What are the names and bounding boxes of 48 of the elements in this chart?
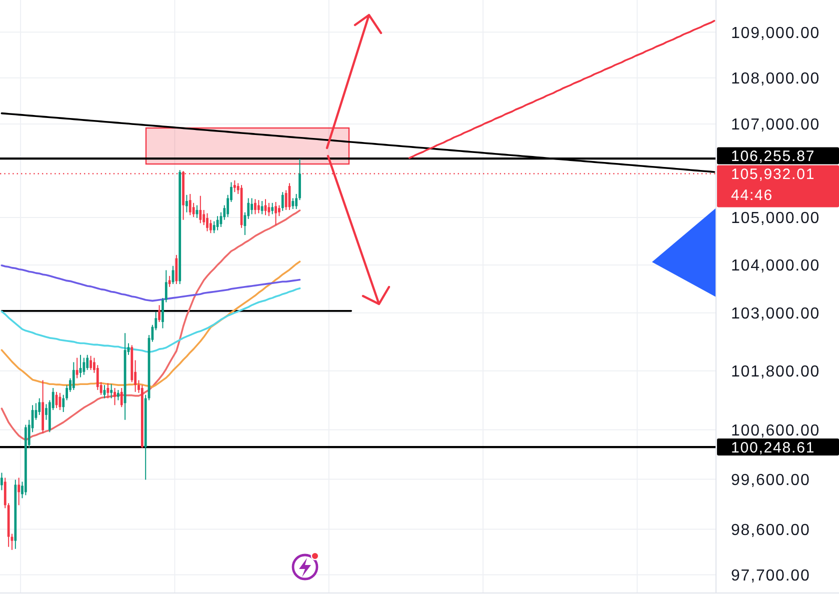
candlestick bbox=[82, 357, 86, 376]
ref-line-label: 106,255.87 bbox=[731, 148, 816, 165]
candlestick bbox=[260, 200, 264, 215]
y-tick-label: 107,000.00 bbox=[731, 116, 820, 134]
candlestick bbox=[254, 198, 256, 215]
candlestick bbox=[188, 193, 192, 216]
candlestick bbox=[168, 275, 171, 288]
y-tick-label: 98,600.00 bbox=[731, 522, 810, 539]
line-series bbox=[0, 287, 301, 353]
candlestick bbox=[233, 180, 236, 193]
candlestick bbox=[274, 201, 277, 226]
candlestick bbox=[206, 212, 208, 232]
candlestick bbox=[250, 198, 253, 215]
candlestick bbox=[116, 389, 120, 401]
y-tick-label: 101,800.00 bbox=[731, 364, 820, 381]
y-tick-label: 97,700.00 bbox=[731, 567, 810, 584]
y-tick-label: 103,000.00 bbox=[731, 305, 820, 322]
candlestick bbox=[114, 388, 116, 406]
y-tick-label: 104,000.00 bbox=[731, 258, 820, 275]
candlestick bbox=[72, 362, 75, 390]
candlestick bbox=[284, 190, 288, 210]
candlestick bbox=[110, 384, 113, 399]
line-series bbox=[0, 112, 716, 173]
candlestick bbox=[90, 355, 92, 370]
y-tick-label: 109,000.00 bbox=[731, 24, 820, 42]
candlestick bbox=[281, 192, 284, 212]
candlestick bbox=[76, 357, 78, 379]
candlestick bbox=[186, 194, 188, 213]
candlestick bbox=[268, 202, 270, 217]
candlestick bbox=[292, 198, 294, 210]
candlestick bbox=[199, 195, 202, 224]
y-tick-label: 99,600.00 bbox=[731, 472, 810, 489]
candlestick bbox=[18, 477, 20, 506]
y-tick-label: 108,000.00 bbox=[731, 70, 820, 88]
candlestick bbox=[120, 388, 123, 408]
candlestick bbox=[192, 202, 195, 218]
ref-line-label: 100,248.61 bbox=[731, 439, 816, 456]
candlestick bbox=[278, 204, 280, 217]
candlestick bbox=[0, 472, 3, 491]
candlestick bbox=[106, 382, 110, 399]
y-tick-label: 105,000.00 bbox=[731, 210, 820, 228]
candlestick bbox=[257, 200, 260, 214]
candlestick bbox=[158, 304, 160, 322]
y-tick-label: 100,600.00 bbox=[731, 422, 820, 440]
candlestick bbox=[271, 202, 274, 215]
ref-line-label: 105,932.01 44:46 bbox=[731, 166, 816, 204]
candlestick bbox=[175, 254, 178, 285]
line-series bbox=[408, 20, 716, 159]
